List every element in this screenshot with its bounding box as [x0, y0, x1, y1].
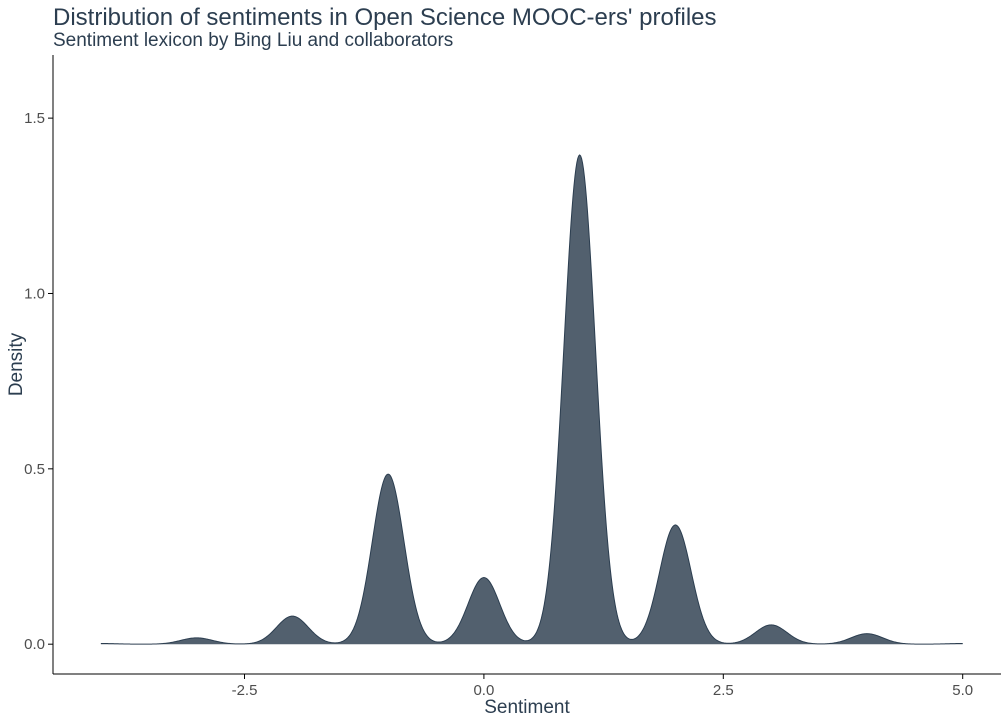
- x-tick-label: 5.0: [952, 682, 973, 699]
- y-axis-title: Density: [6, 332, 27, 396]
- x-axis-ticks: -2.5 0.0 2.5 5.0: [232, 674, 973, 699]
- density-line: [100, 154, 963, 645]
- y-tick-label: 0.0: [24, 636, 45, 653]
- data-layer: [100, 154, 963, 645]
- y-tick-label: 1.0: [24, 285, 45, 302]
- x-tick-label: 2.5: [713, 682, 734, 699]
- y-tick-label: 1.5: [24, 110, 45, 127]
- x-axis-title: Sentiment: [484, 697, 570, 718]
- chart-title: Distribution of sentiments in Open Scien…: [53, 4, 717, 31]
- chart-subtitle: Sentiment lexicon by Bing Liu and collab…: [53, 30, 454, 51]
- y-tick-label: 0.5: [24, 461, 45, 478]
- density-area: [100, 154, 963, 645]
- axes-layer: [52, 55, 1001, 675]
- x-tick-label: 0.0: [473, 682, 494, 699]
- x-tick-label: -2.5: [232, 682, 258, 699]
- y-axis-ticks: 0.0 0.5 1.0 1.5: [24, 110, 53, 653]
